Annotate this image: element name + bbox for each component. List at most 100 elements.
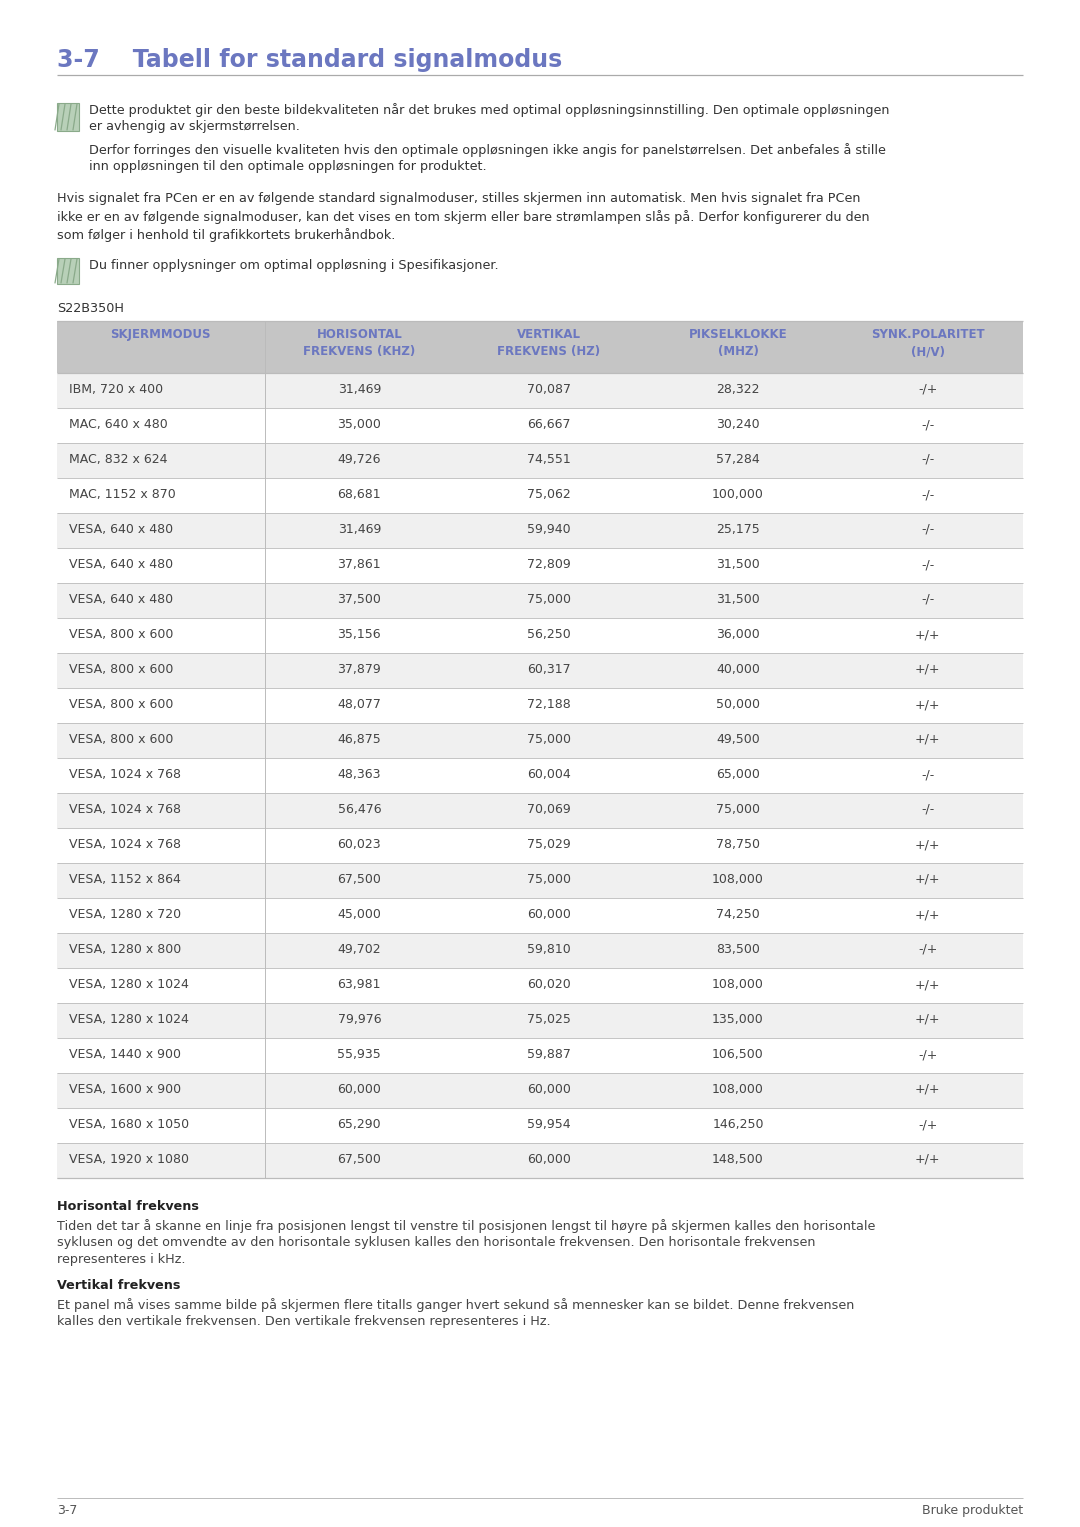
Text: 79,976: 79,976 (338, 1012, 381, 1026)
Text: 35,000: 35,000 (337, 418, 381, 431)
Text: 36,000: 36,000 (716, 628, 760, 641)
Text: +/+: +/+ (915, 873, 941, 886)
Bar (57, 757, 1023, 793)
Text: +/+: +/+ (915, 838, 941, 851)
Text: VESA, 1024 x 768: VESA, 1024 x 768 (69, 768, 181, 780)
Text: 56,476: 56,476 (338, 803, 381, 815)
Text: 59,887: 59,887 (527, 1048, 570, 1061)
Text: S22B350H: S22B350H (57, 302, 124, 315)
Text: -/-: -/- (921, 454, 934, 466)
Text: 106,500: 106,500 (712, 1048, 764, 1061)
Text: 30,240: 30,240 (716, 418, 760, 431)
Text: 31,500: 31,500 (716, 557, 760, 571)
Text: 45,000: 45,000 (337, 909, 381, 921)
Text: 35,156: 35,156 (338, 628, 381, 641)
Bar (57, 583, 1023, 618)
Text: 50,000: 50,000 (716, 698, 760, 712)
Text: representeres i kHz.: representeres i kHz. (57, 1254, 186, 1266)
Bar (57, 1038, 1023, 1073)
Text: 135,000: 135,000 (712, 1012, 764, 1026)
Text: Dette produktet gir den beste bildekvaliteten når det brukes med optimal oppløsn: Dette produktet gir den beste bildekvali… (89, 102, 890, 118)
Bar (57, 654, 1023, 689)
Text: 72,188: 72,188 (527, 698, 570, 712)
Text: -/-: -/- (921, 489, 934, 501)
Bar (57, 618, 1023, 654)
Text: 60,000: 60,000 (337, 1083, 381, 1096)
Text: SYNK.POLARITET
(H/V): SYNK.POLARITET (H/V) (872, 328, 985, 359)
Text: 59,940: 59,940 (527, 524, 570, 536)
Text: VESA, 800 x 600: VESA, 800 x 600 (69, 628, 174, 641)
Text: +/+: +/+ (915, 733, 941, 747)
Text: VESA, 800 x 600: VESA, 800 x 600 (69, 733, 174, 747)
Text: 75,000: 75,000 (527, 733, 570, 747)
Text: 57,284: 57,284 (716, 454, 760, 466)
FancyBboxPatch shape (57, 102, 79, 131)
Text: 48,363: 48,363 (338, 768, 381, 780)
Text: 75,025: 75,025 (527, 1012, 570, 1026)
Text: 75,029: 75,029 (527, 838, 570, 851)
Text: Derfor forringes den visuelle kvaliteten hvis den optimale oppløsningen ikke ang: Derfor forringes den visuelle kvaliteten… (89, 144, 886, 157)
Text: 60,004: 60,004 (527, 768, 570, 780)
Text: 37,861: 37,861 (338, 557, 381, 571)
Text: IBM, 720 x 400: IBM, 720 x 400 (69, 383, 163, 395)
Text: 148,500: 148,500 (712, 1153, 764, 1167)
Text: VESA, 1280 x 1024: VESA, 1280 x 1024 (69, 977, 189, 991)
Bar (57, 373, 1023, 408)
Text: VESA, 640 x 480: VESA, 640 x 480 (69, 592, 173, 606)
Bar (57, 1144, 1023, 1177)
Text: 31,500: 31,500 (716, 592, 760, 606)
Text: 59,810: 59,810 (527, 944, 570, 956)
Text: 40,000: 40,000 (716, 663, 760, 676)
Text: 49,500: 49,500 (716, 733, 760, 747)
Text: -/-: -/- (921, 557, 934, 571)
Text: kalles den vertikale frekvensen. Den vertikale frekvensen representeres i Hz.: kalles den vertikale frekvensen. Den ver… (57, 1315, 551, 1328)
Text: +/+: +/+ (915, 1083, 941, 1096)
Bar (57, 408, 1023, 443)
Bar (57, 828, 1023, 863)
Text: 65,000: 65,000 (716, 768, 760, 780)
Text: 74,250: 74,250 (716, 909, 760, 921)
Text: 65,290: 65,290 (338, 1118, 381, 1132)
Text: syklusen og det omvendte av den horisontale syklusen kalles den horisontale frek: syklusen og det omvendte av den horisont… (57, 1235, 815, 1249)
Text: 59,954: 59,954 (527, 1118, 570, 1132)
Text: VERTIKAL
FREKVENS (HZ): VERTIKAL FREKVENS (HZ) (497, 328, 600, 359)
Text: 60,023: 60,023 (338, 838, 381, 851)
Text: +/+: +/+ (915, 977, 941, 991)
Text: 100,000: 100,000 (712, 489, 764, 501)
Text: VESA, 640 x 480: VESA, 640 x 480 (69, 557, 173, 571)
Text: +/+: +/+ (915, 698, 941, 712)
Bar (57, 863, 1023, 898)
Text: VESA, 800 x 600: VESA, 800 x 600 (69, 663, 174, 676)
Text: 46,875: 46,875 (337, 733, 381, 747)
Bar (57, 793, 1023, 828)
Text: VESA, 1280 x 1024: VESA, 1280 x 1024 (69, 1012, 189, 1026)
Bar (57, 321, 1023, 373)
Text: -/-: -/- (921, 418, 934, 431)
Text: -/-: -/- (921, 524, 934, 536)
Text: 75,000: 75,000 (716, 803, 760, 815)
Bar (57, 548, 1023, 583)
Text: 48,077: 48,077 (337, 698, 381, 712)
Text: 3-7: 3-7 (57, 1504, 78, 1516)
FancyBboxPatch shape (57, 258, 79, 284)
Text: Tiden det tar å skanne en linje fra posisjonen lengst til venstre til posisjonen: Tiden det tar å skanne en linje fra posi… (57, 1219, 876, 1232)
Text: VESA, 1440 x 900: VESA, 1440 x 900 (69, 1048, 181, 1061)
Text: 75,000: 75,000 (527, 873, 570, 886)
Text: Hvis signalet fra PCen er en av følgende standard signalmoduser, stilles skjerme: Hvis signalet fra PCen er en av følgende… (57, 192, 861, 205)
Text: 74,551: 74,551 (527, 454, 570, 466)
Text: VESA, 1920 x 1080: VESA, 1920 x 1080 (69, 1153, 189, 1167)
Text: Vertikal frekvens: Vertikal frekvens (57, 1280, 180, 1292)
Text: 63,981: 63,981 (338, 977, 381, 991)
Text: 60,000: 60,000 (527, 1083, 570, 1096)
Text: -/-: -/- (921, 768, 934, 780)
Text: -/+: -/+ (918, 1118, 937, 1132)
Text: 49,726: 49,726 (338, 454, 381, 466)
Text: 60,000: 60,000 (527, 909, 570, 921)
Text: Du finner opplysninger om optimal oppløsning i Spesifikasjoner.: Du finner opplysninger om optimal oppløs… (89, 260, 499, 272)
Text: 28,322: 28,322 (716, 383, 760, 395)
Text: 3-7    Tabell for standard signalmodus: 3-7 Tabell for standard signalmodus (57, 47, 563, 72)
Text: som følger i henhold til grafikkortets brukerhåndbok.: som følger i henhold til grafikkortets b… (57, 228, 395, 241)
Text: Et panel må vises samme bilde på skjermen flere titalls ganger hvert sekund så m: Et panel må vises samme bilde på skjerme… (57, 1298, 854, 1312)
Text: -/-: -/- (921, 803, 934, 815)
Text: VESA, 1680 x 1050: VESA, 1680 x 1050 (69, 1118, 189, 1132)
